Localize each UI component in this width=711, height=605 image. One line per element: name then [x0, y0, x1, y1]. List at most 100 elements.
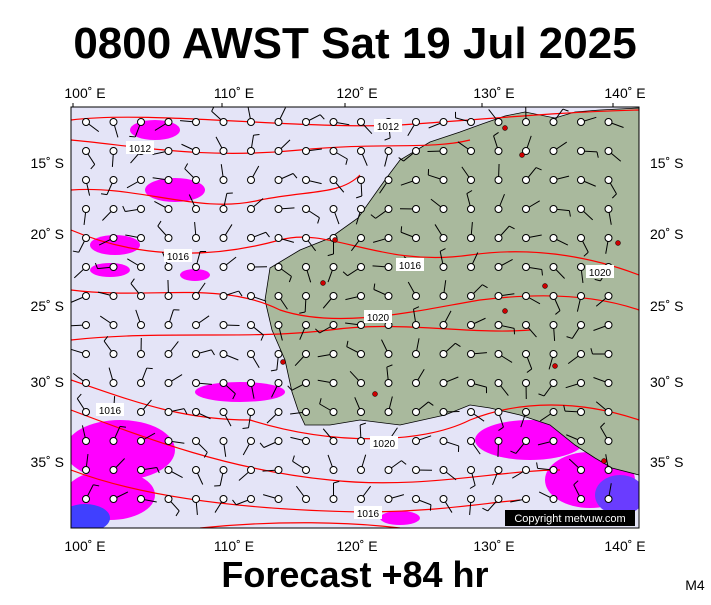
- top-longitude-label: 110˚ E: [214, 85, 254, 101]
- barb-station: [385, 351, 392, 358]
- barb-station: [605, 119, 612, 126]
- barb-station: [523, 467, 530, 474]
- top-longitude-label: 140˚ E: [604, 85, 645, 101]
- barb-station: [578, 322, 585, 329]
- barb-station: [220, 380, 227, 387]
- barb-station: [220, 322, 227, 329]
- barb-station: [440, 206, 447, 213]
- barb-station: [303, 438, 310, 445]
- bottom-longitude-label: 140˚ E: [604, 538, 645, 554]
- barb-station: [193, 496, 200, 503]
- isobar-label: 1020: [589, 268, 612, 279]
- barb-station: [303, 148, 310, 155]
- barb-station: [468, 380, 475, 387]
- barb-station: [330, 293, 337, 300]
- barb-station: [248, 119, 255, 126]
- barb-station: [220, 351, 227, 358]
- barb-station: [330, 264, 337, 271]
- barb-station: [495, 496, 502, 503]
- bottom-longitude-label: 130˚ E: [473, 538, 514, 554]
- barb-station: [468, 496, 475, 503]
- barb-station: [83, 438, 90, 445]
- barb-station: [550, 293, 557, 300]
- barb-station: [523, 380, 530, 387]
- barb-station: [440, 380, 447, 387]
- barb-station: [413, 409, 420, 416]
- forecast-label: Forecast +84 hr: [221, 554, 488, 595]
- map-code: M4: [685, 577, 705, 593]
- barb-station: [165, 264, 172, 271]
- barb-station: [110, 293, 117, 300]
- barb-station: [165, 322, 172, 329]
- barb-station: [440, 322, 447, 329]
- barb-station: [330, 467, 337, 474]
- barb-station: [523, 293, 530, 300]
- barb-station: [275, 322, 282, 329]
- barb-station: [275, 119, 282, 126]
- barb-station: [303, 322, 310, 329]
- barb-feather: [243, 428, 249, 429]
- barb-station: [385, 177, 392, 184]
- barb-station: [605, 351, 612, 358]
- barb-station: [220, 467, 227, 474]
- right-latitude-label: 20˚ S: [650, 226, 683, 242]
- barb-station: [248, 322, 255, 329]
- barb-station: [220, 293, 227, 300]
- barb-station: [220, 235, 227, 242]
- barb-station: [578, 409, 585, 416]
- barb-station: [413, 119, 420, 126]
- barb-station: [248, 467, 255, 474]
- barb-station: [303, 264, 310, 271]
- barb-station: [385, 264, 392, 271]
- barb-station: [193, 235, 200, 242]
- barb-station: [138, 438, 145, 445]
- barb-station: [193, 467, 200, 474]
- barb-station: [468, 206, 475, 213]
- barb-station: [440, 351, 447, 358]
- barb-station: [138, 235, 145, 242]
- barb-station: [385, 148, 392, 155]
- barb-station: [523, 409, 530, 416]
- barb-station: [275, 206, 282, 213]
- barb-station: [138, 351, 145, 358]
- barb-station: [165, 206, 172, 213]
- isobar-label: 1012: [377, 122, 400, 133]
- barb-station: [358, 409, 365, 416]
- barb-feather: [430, 505, 431, 511]
- barb-station: [165, 409, 172, 416]
- barb-station: [578, 264, 585, 271]
- barb-station: [275, 235, 282, 242]
- barb-station: [193, 293, 200, 300]
- barb-station: [523, 264, 530, 271]
- barb-station: [495, 380, 502, 387]
- barb-station: [440, 148, 447, 155]
- barb-station: [248, 148, 255, 155]
- barb-station: [138, 177, 145, 184]
- barb-station: [275, 496, 282, 503]
- barb-station: [330, 438, 337, 445]
- barb-station: [468, 409, 475, 416]
- barb-station: [330, 351, 337, 358]
- barb-station: [495, 293, 502, 300]
- barb-station: [468, 177, 475, 184]
- barb-station: [385, 206, 392, 213]
- barb-station: [550, 467, 557, 474]
- barb-station: [385, 496, 392, 503]
- barb-station: [413, 177, 420, 184]
- isobar-label: 1012: [129, 144, 152, 155]
- barb-station: [468, 293, 475, 300]
- barb-station: [358, 206, 365, 213]
- top-longitude-label: 100˚ E: [64, 85, 105, 101]
- barb-station: [83, 206, 90, 213]
- barb-station: [523, 438, 530, 445]
- barb-station: [358, 177, 365, 184]
- right-latitude-label: 35˚ S: [650, 454, 683, 470]
- barb-station: [110, 438, 117, 445]
- barb-station: [220, 119, 227, 126]
- barb-station: [468, 264, 475, 271]
- barb-station: [248, 380, 255, 387]
- isobar-label: 1016: [399, 261, 422, 272]
- barb-station: [605, 380, 612, 387]
- barb-feather: [68, 320, 70, 326]
- barb-station: [330, 380, 337, 387]
